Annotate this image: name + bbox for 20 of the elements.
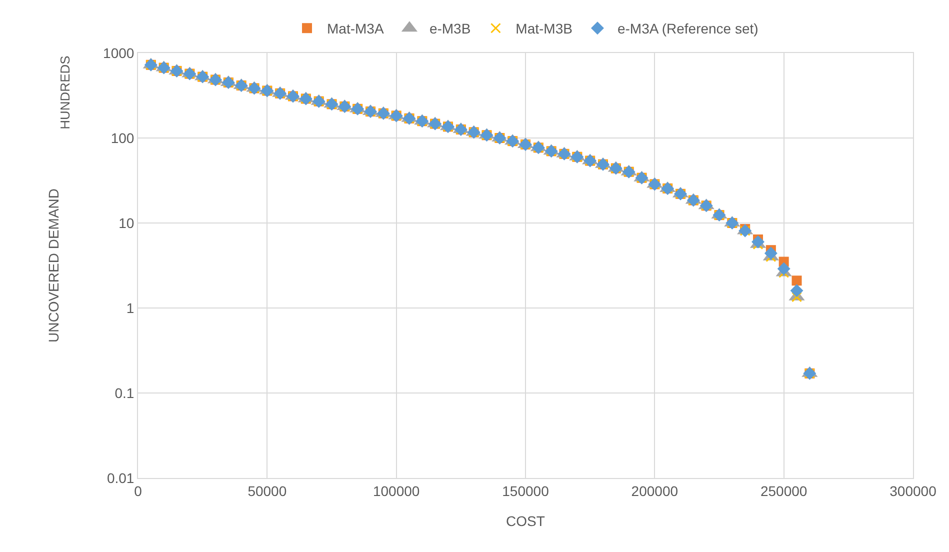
x-tick-label: 200000 — [631, 482, 678, 499]
legend-label: Mat-M3B — [516, 20, 572, 37]
y-tick-label: 0.1 — [114, 384, 134, 401]
y-tick-label: 0.01 — [106, 470, 134, 486]
y-axis-title: UNCOVERED DEMAND — [46, 188, 62, 343]
y-tick-label: 1 — [126, 300, 134, 316]
x-axis-title: COST — [506, 513, 546, 530]
y-tick-label: 100 — [110, 130, 134, 146]
x-tick-label: 300000 — [890, 482, 937, 499]
y-tick-label: 1000 — [103, 44, 134, 61]
x-tick-label: 250000 — [760, 482, 808, 499]
y-tick-label: 10 — [118, 214, 134, 231]
x-tick-label: 150000 — [502, 482, 550, 499]
x-tick-label: 50000 — [248, 482, 287, 499]
legend-label: e-M3B — [429, 20, 471, 37]
x-tick-label: 100000 — [372, 482, 420, 499]
text: HUNDREDS — [57, 55, 72, 130]
x-tick-label: 0 — [134, 482, 142, 499]
legend-label: Mat-M3A — [327, 20, 384, 37]
legend-label: e-M3A (Reference set) — [617, 20, 758, 37]
